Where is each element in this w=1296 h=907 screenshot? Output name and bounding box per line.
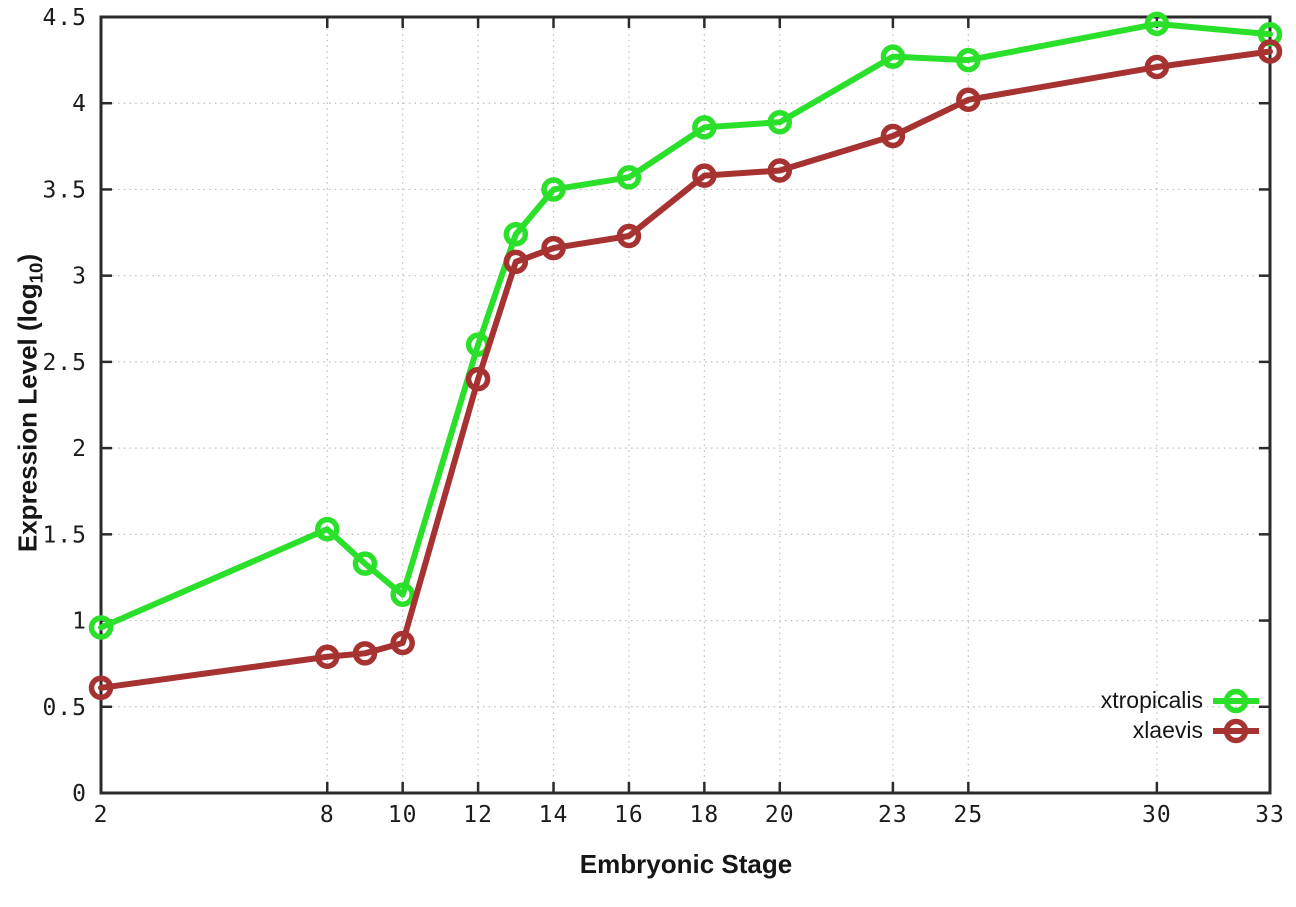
y-tick-label: 4.5 [42, 5, 87, 31]
y-tick-label: 2.5 [42, 350, 87, 376]
data-point-marker [1144, 11, 1170, 37]
data-point-marker [541, 235, 566, 261]
tick-labels: 2 8 10 12 14 16 18 20 23 25 30 33 0 0.5 1 1.5 2 2.5 3 3.5 4 4… [42, 5, 1285, 828]
x-tick-label: 12 [463, 802, 493, 828]
data-point-marker [956, 87, 981, 113]
x-axis-title-text: Embryonic Stage [579, 849, 793, 879]
series-xlaevis [88, 39, 1283, 701]
y-tick-label: 0.5 [42, 695, 87, 721]
data-point-marker [880, 123, 906, 149]
data-point-marker [352, 551, 378, 576]
data-point-marker [465, 366, 491, 392]
x-tick-label: 16 [614, 802, 644, 828]
series-line-xtropicalis [98, 20, 1273, 631]
x-tick-label: 23 [878, 802, 908, 828]
data-point-marker [503, 249, 529, 275]
x-tick-label: 30 [1142, 802, 1172, 828]
data-point-marker [1257, 39, 1283, 64]
data-point-marker [956, 47, 981, 73]
data-point-marker [616, 223, 642, 249]
tick-marks [99, 15, 1272, 795]
y-tick-label: 3.5 [42, 177, 87, 203]
gridlines [100, 16, 1271, 794]
legend-label-xlaevis: xlaevis [1132, 717, 1203, 743]
y-axis-title: Expression Level (log10) [12, 254, 47, 552]
data-point-marker [390, 582, 415, 607]
data-point-marker [767, 158, 793, 183]
data-point-marker [390, 630, 415, 656]
y-tick-label: 1.5 [42, 522, 87, 548]
x-tick-label: 8 [320, 802, 335, 828]
data-point-marker [541, 177, 566, 202]
legend: xtropicalis xlaevis [1101, 687, 1260, 744]
x-tick-label: 10 [388, 802, 418, 828]
legend-item-xlaevis: xlaevis [1133, 717, 1260, 744]
x-tick-label: 20 [765, 802, 795, 828]
data-point-marker [88, 615, 114, 640]
y-axis-title-close: ) [12, 253, 43, 263]
data-point-marker [880, 44, 906, 69]
x-axis-title: Embryonic Stage [580, 849, 792, 880]
data-point-marker [352, 641, 378, 666]
data-point-marker [692, 163, 717, 188]
x-tick-label: 25 [953, 802, 983, 828]
data-point-marker [1144, 54, 1170, 80]
x-tick-label: 18 [690, 802, 720, 828]
legend-item-xtropicalis: xtropicalis [1101, 687, 1260, 714]
x-tick-label: 33 [1255, 802, 1285, 828]
y-axis-title-subscript: 10 [25, 262, 47, 284]
y-tick-label: 2 [72, 436, 87, 462]
data-point-marker [88, 675, 114, 701]
y-tick-label: 4 [72, 91, 87, 117]
series-line-xlaevis [98, 48, 1273, 691]
plot-border [99, 15, 1272, 795]
data-point-marker [692, 115, 717, 140]
series-xtropicalis [88, 11, 1283, 640]
y-tick-label: 0 [72, 781, 87, 807]
legend-marker-xlaevis [1213, 718, 1259, 743]
data-point-marker [503, 222, 529, 247]
legend-marker-xtropicalis [1213, 688, 1259, 713]
y-axis-title-text: Expression Level (log [12, 283, 43, 553]
data-point-marker [315, 644, 340, 670]
data-point-marker [767, 109, 793, 135]
y-tick-label: 3 [72, 264, 87, 290]
y-tick-label: 1 [72, 609, 87, 635]
x-tick-label: 14 [539, 802, 569, 828]
legend-label-xtropicalis: xtropicalis [1100, 687, 1203, 713]
data-point-marker [616, 165, 642, 190]
x-tick-label: 2 [94, 802, 109, 828]
data-point-marker [315, 516, 340, 542]
